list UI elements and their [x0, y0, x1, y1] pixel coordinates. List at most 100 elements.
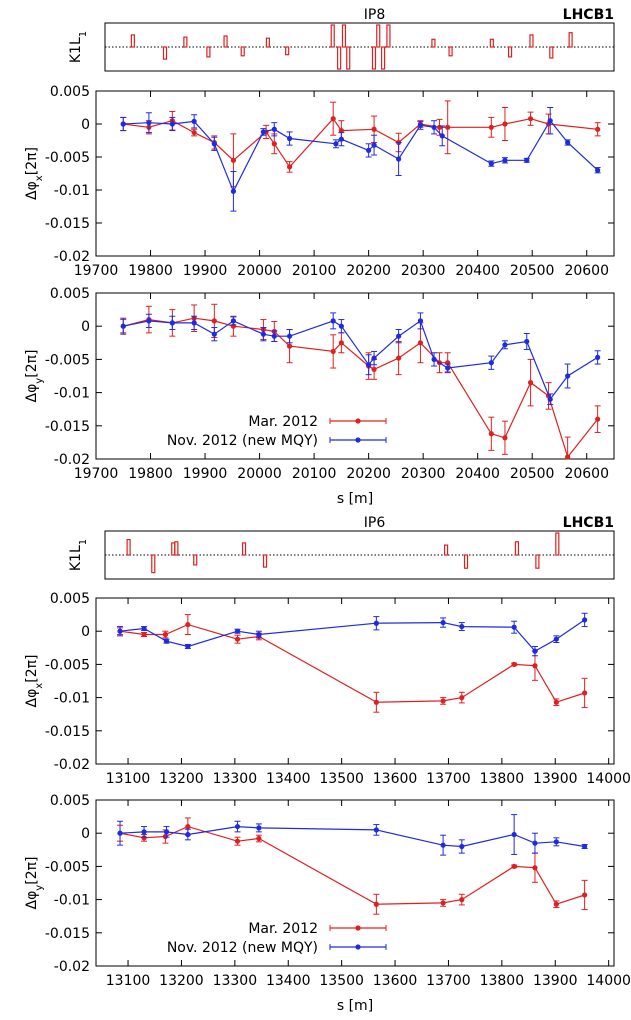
- plot-frame: [95, 597, 615, 765]
- magnet-bar-19: [489, 38, 494, 48]
- magnet-bar-13: [371, 46, 377, 70]
- x-axis-label: s [m]: [337, 998, 373, 1014]
- data-point: [366, 147, 372, 153]
- y-tick-label: -0.01: [54, 691, 90, 707]
- data-point: [565, 373, 571, 379]
- y-axis-label: K1L1: [68, 539, 89, 571]
- data-point: [595, 416, 601, 422]
- data-point: [260, 129, 266, 135]
- data-point: [286, 333, 293, 339]
- x-tick-label: 20000: [237, 263, 282, 279]
- data-point: [553, 901, 559, 907]
- data-point: [234, 823, 241, 830]
- y-axis-label-tail: [2π]: [24, 350, 40, 378]
- magnet-bar-10: [514, 541, 520, 556]
- x-tick-label: 20600: [564, 466, 609, 482]
- legend-entry-2: Nov. 2012 (new MQY): [167, 433, 387, 449]
- x-axis-label: s [m]: [337, 491, 373, 507]
- magnet-bar-12: [346, 46, 351, 70]
- y-axis-label-subscript: 1: [78, 539, 89, 545]
- y-tick-label: -0.015: [45, 216, 90, 232]
- magnet-bar-3: [183, 36, 188, 48]
- data-point: [524, 157, 530, 163]
- y-tick-label: -0.02: [54, 757, 90, 773]
- magnet-bar-14: [376, 24, 381, 48]
- x-tick-label: 13200: [159, 771, 204, 787]
- data-point: [553, 636, 559, 642]
- data-point: [230, 188, 237, 194]
- data-point: [595, 354, 601, 361]
- magnet-bar-11: [341, 24, 347, 48]
- data-point: [417, 122, 424, 128]
- x-tick-label: 13100: [106, 973, 151, 989]
- legend-marker: [355, 925, 361, 931]
- data-point: [502, 342, 508, 348]
- data-point: [417, 340, 424, 346]
- magnet-bar-18: [448, 46, 453, 57]
- y-axis-label-base: Δφ: [24, 181, 40, 200]
- data-point: [271, 141, 277, 147]
- y-tick-label: -0.005: [45, 352, 90, 368]
- x-tick-label: 13300: [213, 771, 258, 787]
- magnet-bar-9: [463, 554, 469, 569]
- x-tick-label: 20400: [455, 263, 500, 279]
- data-point: [396, 156, 402, 162]
- x-tick-label: 13400: [266, 771, 311, 787]
- data-point: [502, 157, 508, 163]
- data-point: [502, 435, 508, 441]
- y-axis-label-tail: [2π]: [24, 655, 40, 683]
- data-point: [502, 121, 508, 127]
- data-point: [271, 126, 277, 132]
- data-point: [141, 835, 147, 841]
- x-tick-label: 13200: [159, 973, 204, 989]
- data-point: [371, 355, 377, 361]
- data-point: [191, 118, 197, 124]
- panel-title: IP6: [364, 515, 386, 531]
- x-tick-label: 20200: [346, 466, 391, 482]
- data-point: [532, 663, 538, 669]
- y-tick-label: -0.015: [45, 926, 90, 942]
- data-point: [169, 320, 175, 326]
- data-point: [445, 365, 451, 371]
- legend-marker: [355, 418, 361, 424]
- data-point: [440, 619, 446, 626]
- magnet-bar-2: [162, 46, 168, 60]
- data-point: [439, 133, 445, 139]
- y-tick-label: -0.02: [54, 959, 90, 975]
- data-point: [371, 366, 377, 372]
- magnet-bar-6: [240, 46, 245, 57]
- y-tick-label: -0.015: [45, 724, 90, 740]
- y-axis-label-subscript: x: [34, 175, 45, 181]
- y-axis-label: K1L1: [68, 31, 89, 63]
- legend-entry-2: Nov. 2012 (new MQY): [167, 940, 387, 956]
- x-tick-label: 13800: [480, 771, 525, 787]
- data-point: [256, 631, 262, 638]
- data-point: [532, 840, 538, 846]
- data-point: [511, 661, 517, 668]
- y-tick-label: -0.005: [45, 859, 90, 875]
- data-point: [371, 126, 377, 132]
- beam-label: LHCB1: [563, 515, 614, 531]
- magnet-bar-22: [549, 46, 554, 59]
- data-point: [527, 116, 534, 122]
- y-axis-label-tail: [2π]: [24, 147, 40, 175]
- data-point: [553, 699, 559, 705]
- y-tick-label: -0.005: [45, 657, 90, 673]
- panel-title: IP8: [364, 7, 385, 23]
- data-point: [373, 699, 379, 705]
- data-point: [431, 356, 437, 362]
- data-point: [191, 129, 197, 136]
- data-point: [440, 900, 446, 906]
- data-point: [431, 124, 437, 130]
- y-axis-label-base: Δφ: [24, 891, 40, 910]
- magnet-bar-21: [529, 34, 534, 48]
- data-point: [162, 833, 169, 840]
- data-point: [286, 343, 293, 349]
- data-point: [595, 126, 601, 132]
- data-point: [565, 454, 571, 460]
- data-point: [373, 827, 379, 833]
- data-point: [373, 901, 379, 907]
- data-point: [120, 323, 126, 329]
